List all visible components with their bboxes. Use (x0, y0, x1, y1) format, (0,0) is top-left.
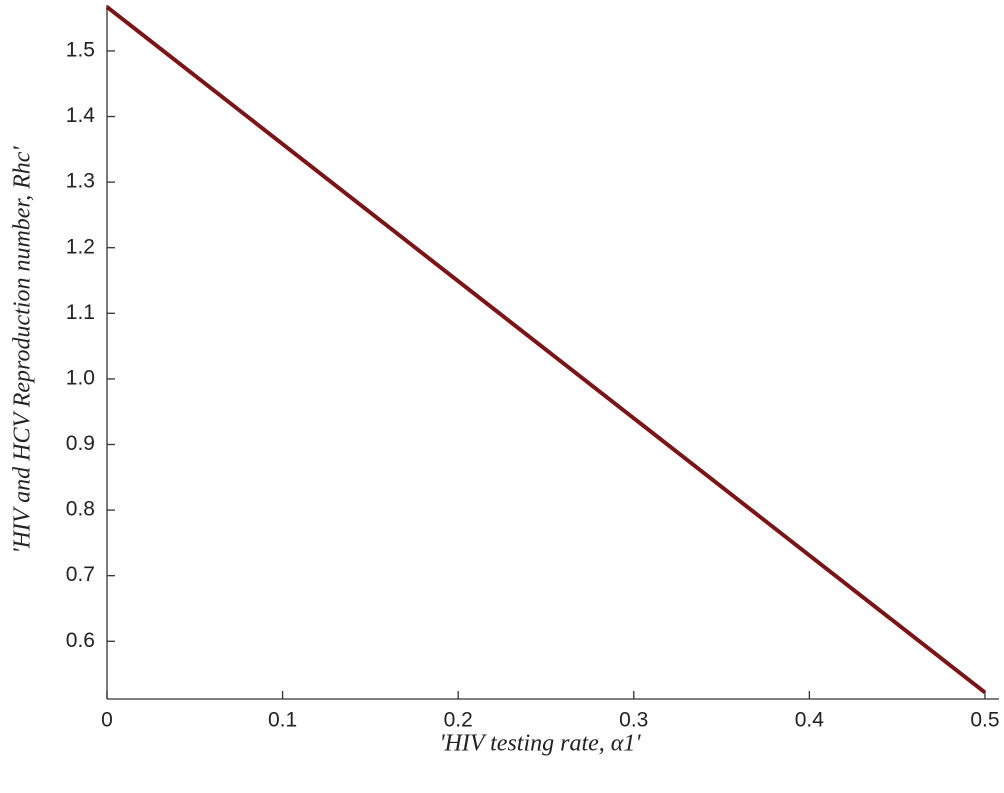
y-tick-label: 1.0 (66, 366, 95, 389)
x-tick-label: 0.4 (795, 709, 825, 732)
y-tick-label: 0.9 (66, 432, 95, 455)
y-tick-label: 1.5 (66, 38, 95, 61)
y-tick-label: 1.1 (66, 301, 95, 324)
x-tick-label: 0.3 (619, 709, 648, 732)
y-tick-label: 0.7 (66, 563, 95, 586)
y-tick-label: 1.3 (66, 170, 95, 193)
y-tick-label: 0.8 (66, 498, 95, 521)
x-tick-label: 0.2 (444, 709, 473, 732)
x-tick-label: 0 (101, 709, 113, 732)
x-tick-label: 0.1 (268, 709, 297, 732)
x-axis-label: 'HIV testing rate, α1' (439, 731, 641, 757)
y-axis-label: 'HIV and HCV Reproduction number, Rhc' (10, 146, 36, 554)
y-tick-label: 1.4 (66, 104, 96, 127)
y-tick-label: 1.2 (66, 235, 95, 258)
y-tick-label: 0.6 (66, 629, 95, 652)
line-series (105, 5, 987, 695)
x-tick-label: 0.5 (970, 709, 999, 732)
